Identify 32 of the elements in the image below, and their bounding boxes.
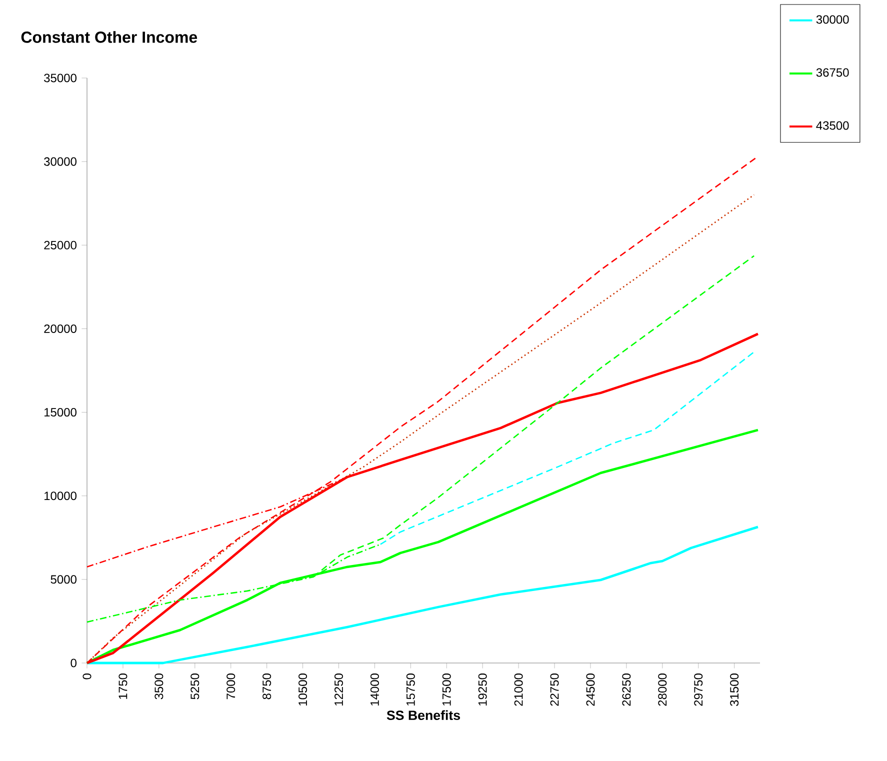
x-axis-title: SS Benefits: [386, 710, 460, 720]
x-tick-label: 15750: [406, 674, 415, 706]
x-tick-label: 22750: [550, 674, 559, 706]
y-tick-label: 30000: [44, 157, 76, 166]
y-tick-label: 35000: [44, 74, 76, 82]
x-tick-label: 29750: [694, 674, 703, 706]
x-tick-label: 31500: [730, 674, 739, 706]
x-tick-label: 5250: [190, 674, 200, 700]
chart-title: Constant Other Income: [21, 31, 198, 43]
x-tick-label: 12250: [334, 674, 343, 706]
x-tick-label: 0: [82, 674, 92, 680]
y-tick-label: 15000: [44, 408, 76, 417]
x-tick-label: 14000: [370, 674, 379, 706]
x-tick-label: 7000: [226, 674, 236, 700]
y-tick-label: 10000: [44, 492, 76, 500]
x-tick-label: 26250: [622, 674, 631, 706]
legend-label: 43500: [816, 121, 849, 130]
legend-label: 30000: [816, 15, 849, 24]
y-tick-label: 25000: [44, 240, 76, 250]
x-tick-label: 28000: [658, 674, 667, 706]
x-tick-label: 21000: [514, 674, 523, 706]
x-tick-label: 8750: [262, 674, 272, 700]
legend-label: 36750: [816, 68, 849, 77]
x-tick-label: 3500: [154, 674, 164, 700]
x-tick-label: 1750: [118, 674, 128, 699]
y-tick-label: 5000: [50, 575, 76, 584]
x-tick-label: 17500: [442, 674, 451, 706]
y-tick-label: 0: [70, 658, 76, 668]
x-tick-label: 10500: [298, 674, 308, 706]
y-tick-label: 20000: [44, 324, 76, 333]
x-tick-label: 24500: [586, 674, 595, 706]
x-tick-label: 19250: [478, 674, 487, 706]
